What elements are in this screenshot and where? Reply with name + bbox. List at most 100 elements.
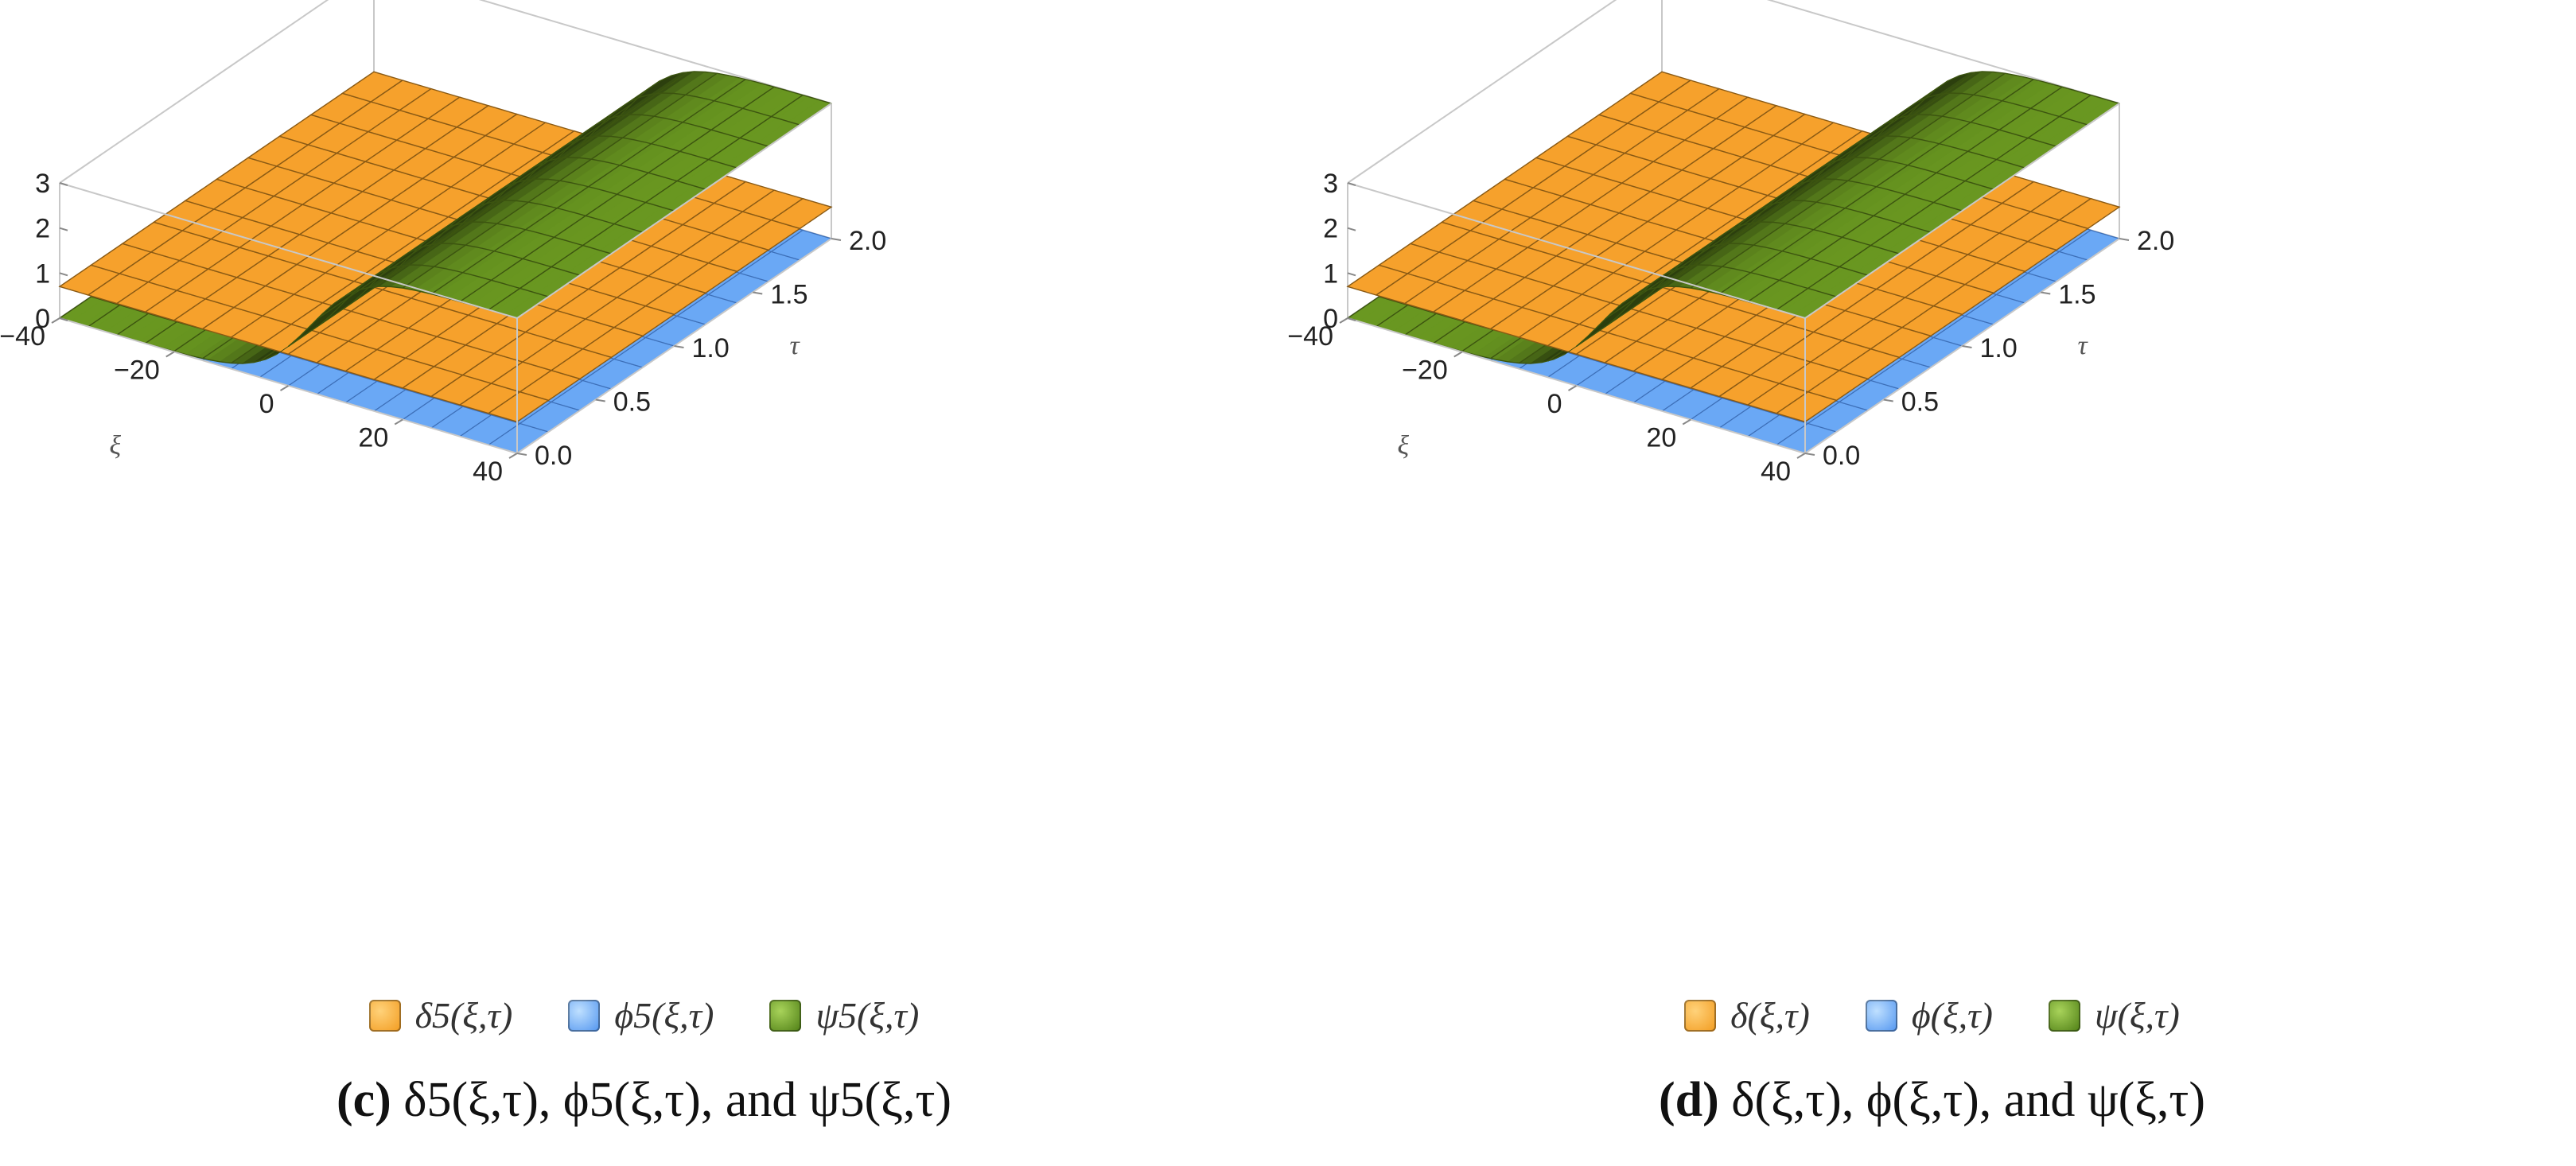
y-tick-mark [1962, 345, 1972, 348]
psi-mesh-line [539, 114, 769, 176]
psi-mesh-line [319, 264, 549, 326]
z-tick-label: 1 [1323, 258, 1338, 289]
psi-mesh-line [1670, 221, 1900, 283]
z-tick-mark [1347, 317, 1356, 321]
psi-mesh-line [382, 221, 612, 283]
caption-label-c: (c) [336, 1073, 391, 1127]
x-tick-mark [1339, 317, 1348, 324]
x-tick-mark [1567, 385, 1578, 391]
x-tick-mark [508, 453, 518, 459]
psi-mesh-line [1765, 157, 1994, 219]
z-tick-label: 3 [35, 169, 50, 199]
x-tick-mark [1682, 418, 1691, 426]
z-tick-label: 1 [35, 258, 50, 289]
x-tick-label: 40 [473, 457, 503, 487]
legend-swatch-delta [368, 999, 401, 1032]
x-tick-mark [165, 351, 175, 358]
y-axis-label: τ [790, 331, 801, 360]
psi-mesh-line [570, 92, 800, 154]
legend-item-delta: δ(ξ,τ) [1684, 994, 1810, 1036]
z-tick-mark [59, 182, 68, 186]
box-edge-back [478, 0, 832, 104]
y-tick-label: 2.0 [849, 226, 886, 256]
z-tick-label: 3 [1323, 169, 1338, 199]
legend-label-phi: ϕ5(ξ,τ) [614, 995, 714, 1036]
psi-mesh-line [1733, 178, 1963, 240]
x-tick-label: −40 [1288, 321, 1333, 352]
y-tick-label: 0.5 [613, 387, 651, 418]
panel-c: −40 −20 0 20 40 0.0 0.5 1.0 1.5 2.0 0 1 2 3 ξ τ δ5(ξ,τ)… [0, 0, 1288, 1129]
legend-swatch-psi [769, 999, 802, 1032]
x-tick-label: 0 [1547, 389, 1562, 419]
y-tick-label: 0.5 [1901, 387, 1939, 418]
surface-plot-d: −40 −20 0 20 40 0.0 0.5 1.0 1.5 2.0 0 1 2 3 ξ τ [1288, 0, 2174, 487]
legend-label-phi: ϕ(ξ,τ) [1911, 995, 1993, 1036]
box-edge-back [1766, 0, 2120, 104]
x-axis-label: ξ [110, 431, 122, 461]
y-tick-mark [595, 398, 605, 402]
psi-mesh-line [508, 135, 737, 197]
y-tick-mark [2041, 291, 2051, 295]
panel-d: −40 −20 0 20 40 0.0 0.5 1.0 1.5 2.0 0 1 2 3 ξ τ δ(ξ,τ) … [1288, 0, 2576, 1166]
psi-mesh-line [1796, 135, 2025, 197]
psi-mesh-line [1890, 71, 2120, 133]
z-tick-label: 2 [1323, 214, 1338, 244]
legend-label-psi: ψ5(ξ,τ) [815, 995, 920, 1036]
x-tick-label: −20 [1402, 356, 1448, 386]
psi-mesh-line [1702, 200, 1932, 262]
x-tick-mark [1796, 453, 1806, 459]
legend-item-psi: ψ5(ξ,τ) [769, 994, 919, 1036]
caption-c: (c) δ5(ξ,τ), ϕ5(ξ,τ), and ψ5(ξ,τ) [0, 1072, 1288, 1129]
y-tick-label: 1.5 [2058, 280, 2095, 310]
y-tick-mark [1804, 453, 1815, 456]
psi-mesh-line [351, 243, 581, 305]
z-tick-mark [1347, 182, 1356, 186]
z-tick-mark [1347, 272, 1356, 277]
box-edge-front [59, 182, 518, 319]
y-tick-mark [674, 345, 684, 348]
legend-item-psi: ψ(ξ,τ) [2048, 994, 2180, 1036]
z-tick-mark [59, 317, 68, 321]
psi-mesh-line [1639, 243, 1869, 305]
legend-label-psi: ψ(ξ,τ) [2094, 995, 2180, 1036]
legend-swatch-phi [568, 999, 601, 1032]
x-tick-label: −40 [0, 321, 45, 352]
y-tick-label: 1.0 [692, 333, 730, 363]
y-tick-label: 1.0 [1980, 333, 2018, 363]
z-tick-mark [59, 272, 68, 277]
y-tick-mark [516, 453, 527, 456]
psi-mesh-line [1858, 92, 2088, 154]
legend-item-delta: δ5(ξ,τ) [368, 994, 513, 1036]
psi-mesh-line [602, 71, 832, 133]
y-tick-label: 0.0 [1823, 441, 1860, 471]
box-edge-front [1804, 103, 2120, 319]
legend-c: δ5(ξ,τ) ϕ5(ξ,τ) ψ5(ξ,τ) [0, 994, 1288, 1036]
x-tick-label: 40 [1761, 457, 1791, 487]
y-tick-mark [2119, 238, 2130, 241]
legend-label-delta: δ5(ξ,τ) [414, 995, 513, 1036]
y-tick-mark [753, 291, 763, 295]
z-tick-mark [59, 227, 68, 231]
x-tick-label: 20 [358, 423, 388, 453]
y-tick-label: 2.0 [2137, 226, 2174, 256]
psi-mesh-line [1827, 114, 2057, 176]
y-tick-label: 1.5 [770, 280, 807, 310]
x-tick-label: −20 [114, 356, 160, 386]
box-edge-front [516, 103, 832, 319]
legend-item-phi: ϕ5(ξ,τ) [568, 994, 714, 1036]
z-tick-label: 2 [35, 214, 50, 244]
x-tick-mark [1453, 351, 1463, 358]
x-tick-mark [51, 317, 60, 324]
z-tick-label: 0 [35, 304, 50, 334]
legend-d: δ(ξ,τ) ϕ(ξ,τ) ψ(ξ,τ) [1288, 994, 2576, 1036]
x-tick-label: 20 [1646, 423, 1676, 453]
z-tick-label: 0 [1323, 304, 1338, 334]
x-axis-label: ξ [1398, 431, 1410, 461]
y-tick-mark [1883, 398, 1893, 402]
z-tick-mark [1347, 227, 1356, 231]
x-tick-mark [394, 418, 403, 426]
psi-mesh-line [1607, 264, 1837, 326]
surface-plot-c: −40 −20 0 20 40 0.0 0.5 1.0 1.5 2.0 0 1 2 3 ξ τ [0, 0, 886, 487]
psi-mesh-line [445, 178, 675, 240]
caption-text-c: δ5(ξ,τ), ϕ5(ξ,τ), and ψ5(ξ,τ) [403, 1073, 952, 1127]
